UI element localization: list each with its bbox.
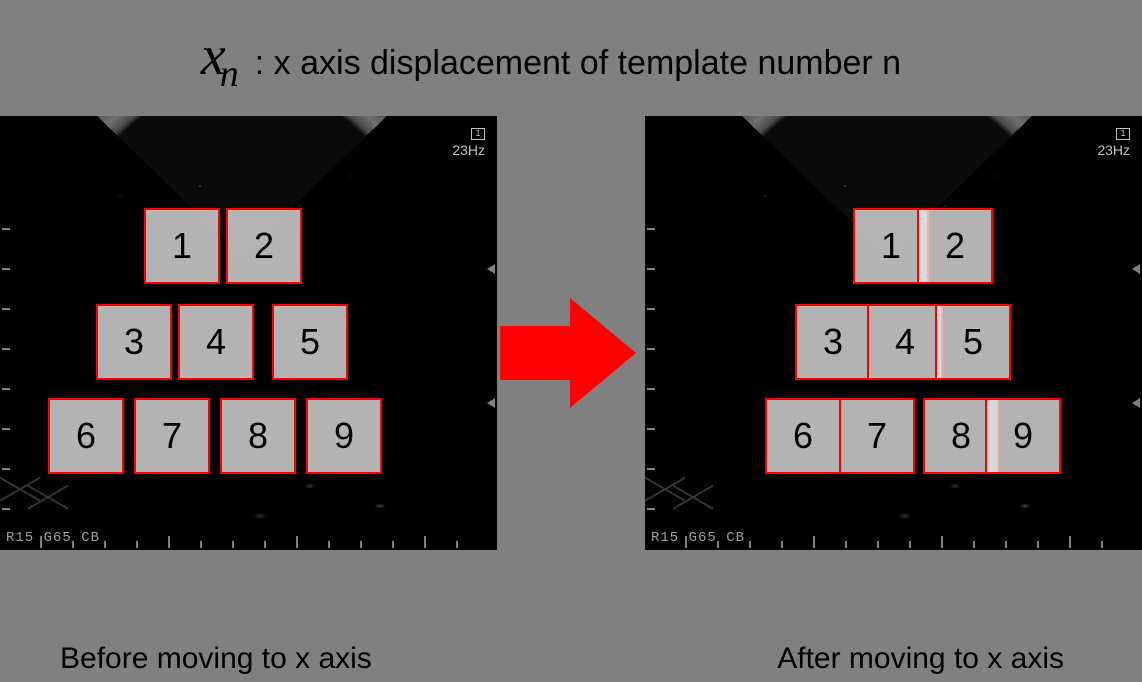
template-box-2: 2 <box>226 208 302 284</box>
depth-tick <box>647 228 655 230</box>
width-tick <box>1069 536 1071 548</box>
width-tick <box>1101 541 1103 548</box>
width-tick <box>749 541 751 548</box>
template-box-8: 8 <box>220 398 296 474</box>
header-definition: : x axis displacement of template number… <box>255 46 901 80</box>
template-box-2: 2 <box>917 208 993 284</box>
template-box-5: 5 <box>935 304 1011 380</box>
scanner-settings-text: R15 G65 CB <box>6 530 100 546</box>
width-tick <box>360 541 362 548</box>
template-box-3: 3 <box>795 304 871 380</box>
depth-tick <box>647 428 655 430</box>
template-box-3: 3 <box>96 304 172 380</box>
width-tick <box>1005 541 1007 548</box>
template-box-5: 5 <box>272 304 348 380</box>
scanner-settings-text: R15 G65 CB <box>651 530 745 546</box>
width-tick <box>424 536 426 548</box>
focus-marker-icon <box>487 398 495 408</box>
var-subscript: n <box>220 53 239 95</box>
hz-value: 23Hz <box>1097 143 1130 158</box>
width-tick <box>813 536 815 548</box>
width-tick <box>232 541 234 548</box>
width-tick <box>296 536 298 548</box>
width-tick <box>877 541 879 548</box>
ultrasound-after-panel: 123HzR15 G65 CB123456789 <box>645 116 1142 550</box>
hz-value: 23Hz <box>452 143 485 158</box>
width-tick <box>200 541 202 548</box>
probe-icon: 1 <box>471 128 485 140</box>
caption-after: After moving to x axis <box>777 642 1064 676</box>
hz-readout: 1 23Hz <box>1097 124 1130 158</box>
depth-tick <box>2 428 10 430</box>
width-tick <box>781 541 783 548</box>
width-tick <box>104 541 106 548</box>
depth-tick <box>2 388 10 390</box>
template-box-9: 9 <box>985 398 1061 474</box>
width-tick <box>1037 541 1039 548</box>
depth-tick <box>647 268 655 270</box>
focus-marker-icon <box>487 264 495 274</box>
width-tick <box>392 541 394 548</box>
width-tick <box>456 541 458 548</box>
template-box-7: 7 <box>134 398 210 474</box>
depth-tick <box>647 308 655 310</box>
depth-tick <box>2 308 10 310</box>
width-tick <box>168 536 170 548</box>
width-tick <box>941 536 943 548</box>
template-box-6: 6 <box>765 398 841 474</box>
depth-tick <box>647 348 655 350</box>
depth-tick <box>647 388 655 390</box>
width-tick <box>909 541 911 548</box>
caption-before: Before moving to x axis <box>60 642 372 676</box>
depth-tick <box>2 348 10 350</box>
width-tick <box>136 541 138 548</box>
variable-symbol: xn <box>241 28 245 84</box>
focus-marker-icon <box>1132 398 1140 408</box>
width-tick <box>845 541 847 548</box>
template-box-1: 1 <box>144 208 220 284</box>
depth-tick <box>2 268 10 270</box>
template-box-6: 6 <box>48 398 124 474</box>
template-box-4: 4 <box>178 304 254 380</box>
focus-marker-icon <box>1132 264 1140 274</box>
depth-tick <box>2 228 10 230</box>
width-tick <box>973 541 975 548</box>
header: xn : x axis displacement of template num… <box>0 28 1142 84</box>
template-box-7: 7 <box>839 398 915 474</box>
template-box-4: 4 <box>867 304 943 380</box>
ultrasound-before-panel: 123HzR15 G65 CB123456789 <box>0 116 497 550</box>
probe-icon: 1 <box>1116 128 1130 140</box>
transition-arrow-icon <box>500 298 636 408</box>
hz-readout: 1 23Hz <box>452 124 485 158</box>
width-tick <box>328 541 330 548</box>
artifact <box>645 462 715 522</box>
template-box-9: 9 <box>306 398 382 474</box>
width-tick <box>264 541 266 548</box>
